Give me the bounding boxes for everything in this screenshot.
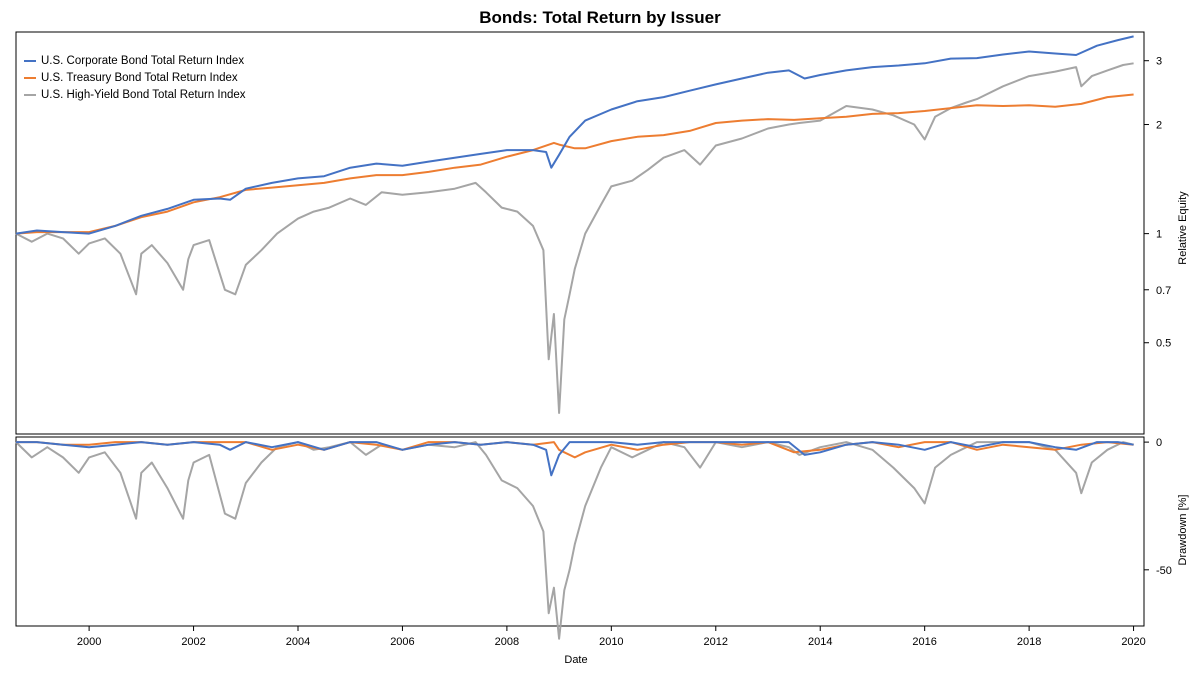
equity-line-series-1 bbox=[15, 93, 1134, 235]
x-tick-label: 2000 bbox=[77, 636, 101, 648]
x-tick-label: 2010 bbox=[599, 636, 623, 648]
legend-label: U.S. Corporate Bond Total Return Index bbox=[41, 54, 245, 67]
x-tick-label: 2004 bbox=[286, 636, 310, 648]
legend-swatch bbox=[24, 93, 36, 96]
y-tick-label-equity: 1 bbox=[1156, 229, 1162, 241]
equity-series-group bbox=[15, 35, 1134, 414]
y-tick-label-equity: 3 bbox=[1156, 56, 1162, 68]
legend-item: U.S. Corporate Bond Total Return Index bbox=[24, 52, 246, 69]
x-tick-label: 2006 bbox=[390, 636, 414, 648]
x-tick-label: 2018 bbox=[1017, 636, 1041, 648]
equity-line-series-2 bbox=[15, 62, 1134, 414]
equity-line-series-0 bbox=[15, 35, 1134, 235]
legend-swatch bbox=[24, 76, 36, 79]
axes-group: 2000 2002 2004 2006 2008 2010 2012 2014 2016 2018… bbox=[77, 56, 1172, 648]
x-tick-label: 2020 bbox=[1121, 636, 1145, 648]
y-tick-label-equity: 0.7 bbox=[1156, 285, 1171, 297]
x-tick-label: 2002 bbox=[181, 636, 205, 648]
bottom-panel-frame bbox=[15, 436, 1145, 627]
drawdown-line-series-1 bbox=[16, 441, 1134, 459]
legend-label: U.S. High-Yield Bond Total Return Index bbox=[41, 88, 246, 101]
x-tick-label: 2012 bbox=[704, 636, 728, 648]
x-tick-label: 2008 bbox=[495, 636, 519, 648]
y-tick-label-drawdown: -50 bbox=[1156, 565, 1172, 577]
x-tick-label: 2016 bbox=[912, 636, 936, 648]
legend-item: U.S. Treasury Bond Total Return Index bbox=[24, 69, 246, 86]
legend: U.S. Corporate Bond Total Return Index U… bbox=[24, 52, 246, 103]
y-axis-label-drawdown: Drawdown [%] bbox=[1177, 495, 1189, 566]
drawdown-series-group bbox=[15, 441, 1134, 640]
x-axis-label: Date bbox=[564, 654, 587, 666]
y-tick-label-equity: 2 bbox=[1156, 120, 1162, 132]
y-axis-label-equity: Relative Equity bbox=[1177, 191, 1189, 265]
legend-item: U.S. High-Yield Bond Total Return Index bbox=[24, 86, 246, 103]
drawdown-line-series-2 bbox=[15, 441, 1134, 640]
y-tick-label-equity: 0.5 bbox=[1156, 338, 1171, 350]
legend-swatch bbox=[24, 59, 36, 62]
chart-title: Bonds: Total Return by Issuer bbox=[479, 8, 721, 27]
x-tick-label: 2014 bbox=[808, 636, 832, 648]
y-tick-label-drawdown: 0 bbox=[1156, 437, 1162, 449]
drawdown-line-series-0 bbox=[16, 441, 1134, 477]
legend-label: U.S. Treasury Bond Total Return Index bbox=[41, 71, 238, 84]
